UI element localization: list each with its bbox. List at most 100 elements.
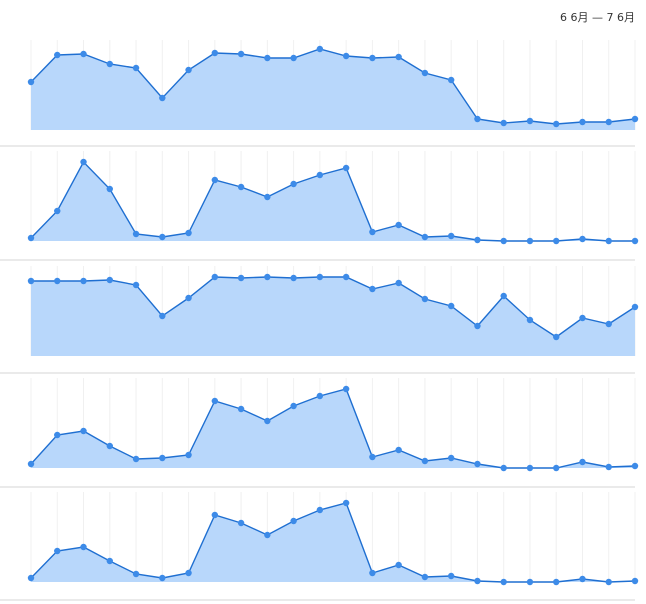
point — [54, 207, 61, 215]
point — [290, 402, 297, 410]
point — [421, 69, 429, 77]
point — [106, 557, 113, 565]
point — [342, 499, 350, 507]
point — [447, 454, 455, 462]
point — [579, 118, 586, 126]
point — [264, 417, 271, 425]
point — [447, 302, 455, 310]
point — [27, 234, 35, 242]
point — [553, 237, 560, 245]
point — [80, 543, 87, 551]
point — [605, 578, 612, 586]
point — [185, 569, 192, 577]
point — [369, 228, 376, 236]
point — [526, 464, 534, 472]
point — [553, 578, 560, 586]
date-range: 6 6月 — 7 6月 — [560, 11, 635, 24]
point — [159, 312, 166, 320]
point — [54, 277, 61, 285]
point — [159, 574, 166, 582]
point — [395, 446, 402, 454]
point — [237, 519, 245, 527]
point — [342, 385, 350, 393]
point — [316, 45, 324, 53]
point — [421, 457, 429, 465]
point — [500, 464, 507, 472]
point — [421, 233, 429, 241]
point — [579, 314, 586, 322]
point — [342, 273, 350, 281]
point — [605, 320, 612, 328]
line — [30, 388, 636, 469]
line — [30, 160, 635, 242]
point — [526, 316, 534, 324]
point — [342, 52, 350, 60]
point — [132, 455, 140, 463]
point — [369, 285, 376, 293]
point — [132, 230, 140, 238]
point — [290, 517, 297, 525]
point — [159, 233, 166, 241]
point — [106, 442, 113, 450]
point — [264, 531, 271, 539]
point — [211, 49, 219, 57]
point — [447, 572, 455, 580]
point — [605, 237, 612, 245]
point — [342, 164, 350, 172]
point — [500, 119, 507, 127]
point — [27, 78, 35, 86]
point — [500, 578, 507, 586]
point — [211, 511, 219, 519]
point — [369, 453, 376, 461]
point — [369, 569, 376, 577]
point — [132, 281, 140, 289]
point — [237, 405, 245, 413]
point — [54, 547, 61, 555]
point — [159, 94, 166, 102]
point — [185, 229, 192, 237]
point — [631, 462, 639, 470]
point — [526, 117, 534, 125]
point — [237, 50, 245, 58]
point — [290, 274, 297, 282]
point — [316, 273, 324, 281]
point — [290, 180, 297, 188]
point — [27, 574, 35, 582]
point — [264, 273, 271, 281]
point — [316, 506, 324, 514]
point — [264, 193, 271, 201]
point — [631, 577, 639, 585]
area-fill — [31, 162, 635, 241]
point — [106, 60, 113, 68]
point — [264, 54, 271, 62]
point — [631, 237, 639, 245]
point — [526, 578, 534, 586]
point — [631, 303, 639, 311]
point — [447, 232, 455, 240]
point — [106, 276, 113, 284]
line — [30, 48, 636, 125]
point — [395, 53, 402, 61]
point — [80, 427, 87, 435]
line — [31, 276, 636, 338]
point — [27, 277, 35, 285]
point — [185, 66, 192, 74]
point — [237, 183, 245, 191]
point — [474, 460, 481, 468]
point — [553, 464, 560, 472]
point — [185, 294, 192, 302]
point — [500, 237, 507, 245]
point — [526, 237, 534, 245]
point — [80, 50, 87, 58]
area-fill — [31, 389, 635, 468]
point — [474, 577, 481, 585]
point — [553, 333, 560, 341]
point — [211, 273, 219, 281]
point — [579, 458, 586, 466]
point — [54, 431, 61, 439]
point — [605, 463, 612, 471]
point — [447, 76, 455, 84]
point — [316, 392, 324, 400]
area-fill — [31, 277, 635, 356]
point — [211, 397, 219, 405]
